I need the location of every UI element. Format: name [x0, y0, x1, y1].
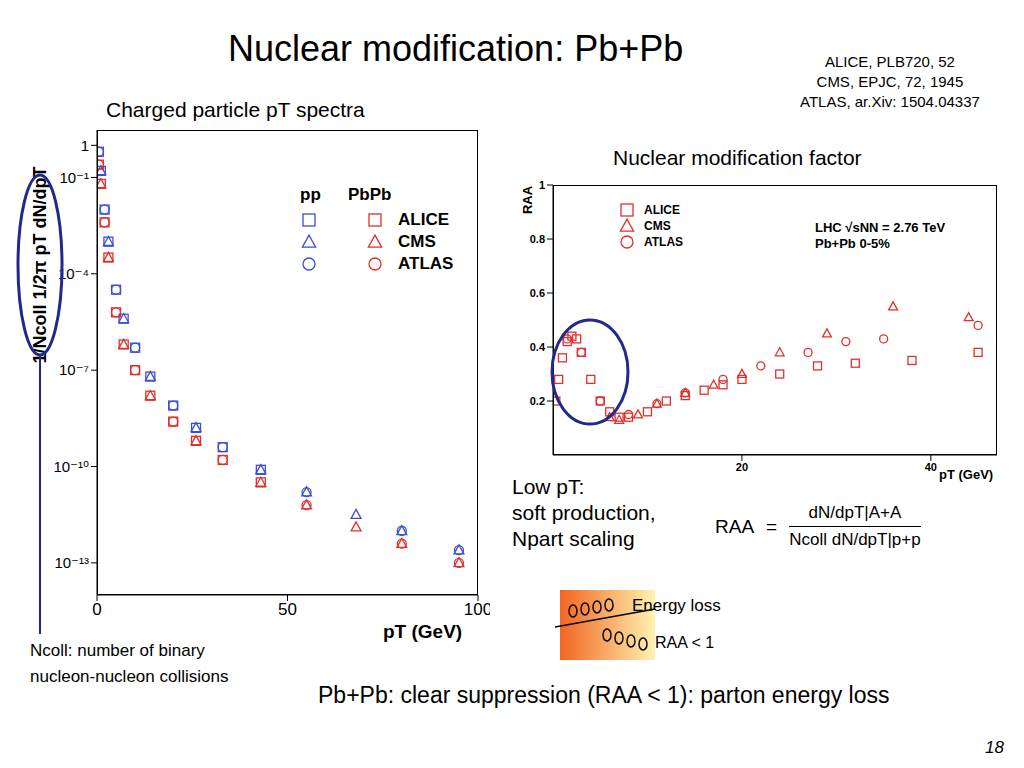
html-text:ATLAS: ATLAS: [644, 235, 684, 249]
html-text:18: 18: [985, 738, 1004, 757]
html-text:ALICE, PLB720, 52: ALICE, PLB720, 52: [824, 53, 955, 70]
html-text:ALICE: ALICE: [398, 210, 449, 229]
html-text:RAA: RAA: [519, 185, 535, 215]
svg-text:50: 50: [278, 600, 297, 619]
svg-text:0.2: 0.2: [530, 395, 545, 407]
html-text:LHC √sNN = 2.76 TeV: LHC √sNN = 2.76 TeV: [815, 220, 946, 235]
html-text:Pb+Pb 0-5%: Pb+Pb 0-5%: [815, 236, 890, 251]
svg-text:100: 100: [464, 600, 490, 619]
html-text:ALICE: ALICE: [644, 203, 680, 217]
svg-text:10⁻¹³: 10⁻¹³: [54, 554, 89, 571]
html-text:Energy loss: Energy loss: [632, 596, 721, 615]
html-text:Npart scaling: Npart scaling: [512, 527, 635, 550]
svg-text:10⁻⁴: 10⁻⁴: [58, 265, 89, 282]
html-text:pp: pp: [300, 185, 321, 204]
html-text:Nuclear modification: Pb+Pb: Nuclear modification: Pb+Pb: [228, 28, 684, 69]
html-text:Ncoll dN/dpT|p+p: Ncoll dN/dpT|p+p: [789, 530, 921, 549]
svg-text:0: 0: [92, 600, 101, 619]
html-text:Ncoll: number of binary: Ncoll: number of binary: [30, 641, 205, 660]
html-text:CMS: CMS: [398, 232, 436, 251]
html-text:dN/dpT|A+A: dN/dpT|A+A: [808, 503, 902, 522]
svg-text:10⁻⁷: 10⁻⁷: [59, 361, 89, 378]
html-text:RAA: RAA: [715, 515, 755, 537]
html-text:PbPb: PbPb: [348, 185, 392, 204]
html-text:Pb+Pb: clear suppression (RAA: Pb+Pb: clear suppression (RAA < 1): part…: [318, 682, 890, 708]
html-text:ATLAS: ATLAS: [398, 254, 454, 273]
svg-text:1: 1: [539, 179, 545, 191]
html-text:ATLAS, ar.Xiv: 1504.04337: ATLAS, ar.Xiv: 1504.04337: [800, 93, 980, 110]
html-text:Low pT:: Low pT:: [512, 475, 585, 498]
html-text:pT (GeV): pT (GeV): [383, 621, 463, 642]
html-text:RAA < 1: RAA < 1: [655, 634, 715, 651]
html-text:Charged particle pT spectra: Charged particle pT spectra: [106, 98, 365, 121]
svg-text:0.4: 0.4: [530, 341, 546, 353]
html-text:Nuclear modification factor: Nuclear modification factor: [613, 146, 862, 169]
svg-text:0.6: 0.6: [530, 287, 545, 299]
html-text:1/Ncoll 1/2π pT dN/dpT: 1/Ncoll 1/2π pT dN/dpT: [29, 166, 50, 364]
html-text:nucleon-nucleon collisions: nucleon-nucleon collisions: [30, 667, 229, 686]
html-text:soft production,: soft production,: [512, 501, 656, 524]
svg-text:1: 1: [81, 137, 89, 154]
svg-text:20: 20: [736, 461, 748, 473]
svg-text:40: 40: [925, 461, 937, 473]
html-text:CMS: CMS: [644, 219, 671, 233]
svg-text:10⁻¹⁰: 10⁻¹⁰: [53, 458, 89, 475]
html-text:pT (GeV): pT (GeV): [939, 467, 994, 482]
svg-text:10⁻¹: 10⁻¹: [59, 169, 89, 186]
svg-text:0.8: 0.8: [530, 233, 545, 245]
html-text:CMS, EPJC, 72, 1945: CMS, EPJC, 72, 1945: [816, 73, 964, 90]
